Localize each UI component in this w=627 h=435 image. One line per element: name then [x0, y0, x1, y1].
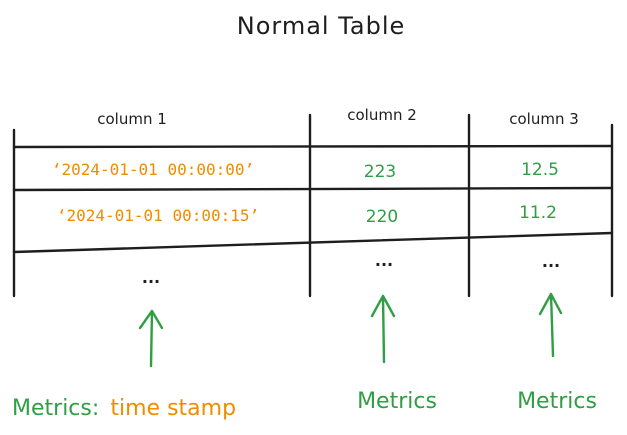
row-3-column-3-ellipsis: ...	[542, 252, 560, 271]
annotation-time-stamp: time stamp	[110, 396, 236, 421]
row-1-column-3-value: 12.5	[521, 160, 559, 180]
row-3-column-1-ellipsis: ...	[142, 268, 160, 287]
arrow-up-icon	[370, 294, 396, 364]
row-2-column-2-value: 220	[366, 207, 398, 227]
column-2-annotation: Metrics	[357, 389, 437, 414]
column-header-3: column 3	[509, 110, 579, 128]
column-header-1: column 1	[97, 110, 167, 128]
row-line-1	[12, 186, 614, 192]
annotation-metrics-prefix: Metrics:	[12, 396, 99, 421]
row-2-column-3-value: 11.2	[519, 203, 557, 223]
arrow-up-icon	[138, 309, 164, 368]
column-3-annotation: Metrics	[517, 389, 597, 414]
column-header-2: column 2	[347, 106, 417, 124]
arrow-up-icon	[538, 292, 563, 358]
row-1-timestamp: ‘2024-01-01 00:00:00’	[52, 160, 254, 179]
row-3-column-2-ellipsis: ...	[375, 251, 393, 270]
row-2-timestamp: ‘2024-01-01 00:00:15’	[57, 206, 259, 225]
diagram-title: Normal Table	[237, 12, 406, 40]
table-grid	[12, 113, 614, 298]
column-1-annotation: Metrics: time stamp	[12, 396, 236, 421]
row-line-2	[12, 231, 614, 254]
row-1-column-2-value: 223	[364, 162, 396, 182]
header-row-line	[12, 144, 614, 149]
